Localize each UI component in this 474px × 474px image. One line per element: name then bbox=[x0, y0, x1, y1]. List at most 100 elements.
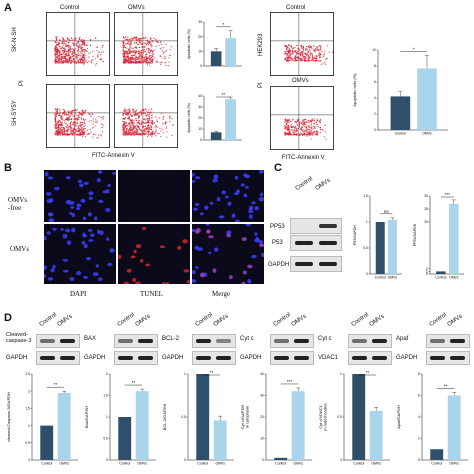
flow-event-dot bbox=[150, 51, 152, 53]
blot-target bbox=[36, 334, 80, 348]
flow-event-dot bbox=[68, 112, 71, 114]
flow-event-dot bbox=[150, 111, 153, 113]
blot-target bbox=[192, 334, 236, 348]
x-tick-label: Control bbox=[353, 462, 364, 466]
flow-event-dot bbox=[66, 124, 69, 126]
flow-event-dot bbox=[125, 111, 128, 113]
flow-event-dot bbox=[127, 117, 129, 120]
flow-event-dot bbox=[84, 41, 86, 43]
flow-event-dot bbox=[126, 55, 128, 58]
flow-event-dot bbox=[89, 52, 92, 54]
flow-event-dot bbox=[68, 52, 70, 55]
flow-event-dot bbox=[73, 44, 75, 46]
flow-event-dot bbox=[84, 110, 86, 113]
flow-event-dot bbox=[290, 46, 293, 48]
flow-event-dot bbox=[132, 122, 134, 124]
flow-event-dot bbox=[307, 54, 310, 56]
cell-nucleus bbox=[247, 278, 252, 284]
flow-event-dot bbox=[148, 130, 150, 132]
flow-event-dot bbox=[135, 117, 137, 120]
cell-nucleus bbox=[65, 176, 71, 180]
flow-event-dot bbox=[314, 127, 316, 129]
flow-event-dot bbox=[317, 126, 319, 128]
flow-event-dot bbox=[74, 128, 76, 131]
flow-event-dot bbox=[128, 43, 131, 45]
flow-event-dot bbox=[92, 126, 94, 128]
flow-event-dot bbox=[145, 54, 147, 56]
flow-event-dot bbox=[77, 52, 79, 54]
flow-event-dot bbox=[313, 48, 315, 51]
flow-event-dot bbox=[134, 52, 137, 54]
flow-event-dot bbox=[291, 129, 293, 131]
flow-event-dot bbox=[133, 54, 136, 56]
flow-event-dot bbox=[292, 59, 294, 61]
flow-event-dot bbox=[155, 39, 157, 41]
flow-event-dot bbox=[309, 50, 311, 52]
flow-event-dot bbox=[145, 60, 147, 63]
flow-event-dot bbox=[284, 128, 286, 130]
flow-event-dot bbox=[150, 131, 153, 134]
flow-event-dot bbox=[73, 38, 75, 40]
cell-nucleus bbox=[50, 268, 55, 273]
cell-nucleus bbox=[90, 233, 95, 238]
cell-nucleus bbox=[47, 176, 54, 180]
y-tick-label: 0 bbox=[200, 138, 202, 142]
flow-event-dot bbox=[56, 122, 58, 124]
flow-event-dot bbox=[138, 126, 140, 128]
flow-event-dot bbox=[301, 47, 303, 50]
flow-event-dot bbox=[321, 50, 323, 53]
flow-event-dot bbox=[59, 113, 61, 115]
flow-event-dot bbox=[89, 44, 92, 47]
flow-event-dot bbox=[54, 60, 57, 62]
x-tick-label: Control bbox=[395, 132, 406, 136]
flow-event-dot bbox=[315, 130, 318, 133]
flow-event-dot bbox=[312, 125, 314, 127]
flow-event-dot bbox=[290, 58, 292, 60]
flow-event-dot bbox=[289, 53, 292, 55]
flow-event-dot bbox=[72, 127, 74, 130]
flow-event-dot bbox=[129, 124, 131, 126]
flow-event-dot bbox=[81, 49, 83, 52]
flow-event-dot bbox=[79, 124, 81, 126]
flow-event-dot bbox=[162, 122, 164, 125]
flow-event-dot bbox=[312, 128, 314, 130]
flow-event-dot bbox=[286, 120, 289, 122]
flow-event-dot bbox=[155, 125, 157, 127]
flow-event-dot bbox=[323, 136, 326, 138]
row-label-hek293: HEK293 bbox=[258, 33, 264, 56]
x-tick-label: Control bbox=[197, 462, 208, 466]
y-tick-label: 20 bbox=[198, 116, 202, 120]
y-axis-label: P53/GAPDH bbox=[353, 225, 357, 246]
cell-nucleus bbox=[192, 172, 195, 177]
cell-nucleus bbox=[242, 270, 247, 275]
y-axis-label: PP53/GAPDH bbox=[413, 223, 417, 246]
bar-omvs bbox=[369, 410, 383, 460]
flow-event-dot bbox=[284, 50, 286, 53]
flow-event-dot bbox=[123, 126, 126, 128]
flow-event-dot bbox=[56, 55, 58, 57]
flow-event-dot bbox=[295, 52, 298, 54]
flow-event-dot bbox=[152, 50, 154, 52]
flow-event-dot bbox=[157, 132, 159, 134]
bar-chart-cytc-mito: Cyt c/VDAC1 in mitochondria 0 0.5 1 Control OM… bbox=[318, 370, 390, 466]
cell-nucleus bbox=[139, 259, 144, 263]
flow-event-dot bbox=[135, 129, 137, 132]
flow-event-dot bbox=[148, 109, 150, 111]
flow-event-dot bbox=[78, 58, 81, 61]
flow-event-dot bbox=[295, 134, 297, 136]
flow-event-dot bbox=[94, 119, 97, 121]
flow-event-dot bbox=[55, 50, 58, 52]
flow-event-dot bbox=[137, 57, 140, 59]
row-label-sknsh: SK-N-SH bbox=[12, 27, 18, 52]
flow-event-dot bbox=[133, 120, 135, 122]
flow-event-dot bbox=[148, 41, 151, 43]
cell-nucleus bbox=[96, 229, 101, 234]
flow-event-dot bbox=[138, 54, 141, 56]
cell-nucleus bbox=[83, 243, 88, 249]
bar-chart-shsy5y: Apoptotic cells (%) 0 10 20 30 40 ** bbox=[187, 92, 242, 142]
flow-event-dot bbox=[58, 49, 60, 52]
flow-event-dot bbox=[62, 128, 64, 131]
flow-event-dot bbox=[61, 60, 64, 62]
flow-event-dot bbox=[295, 59, 298, 62]
cell-nucleus bbox=[251, 254, 257, 259]
